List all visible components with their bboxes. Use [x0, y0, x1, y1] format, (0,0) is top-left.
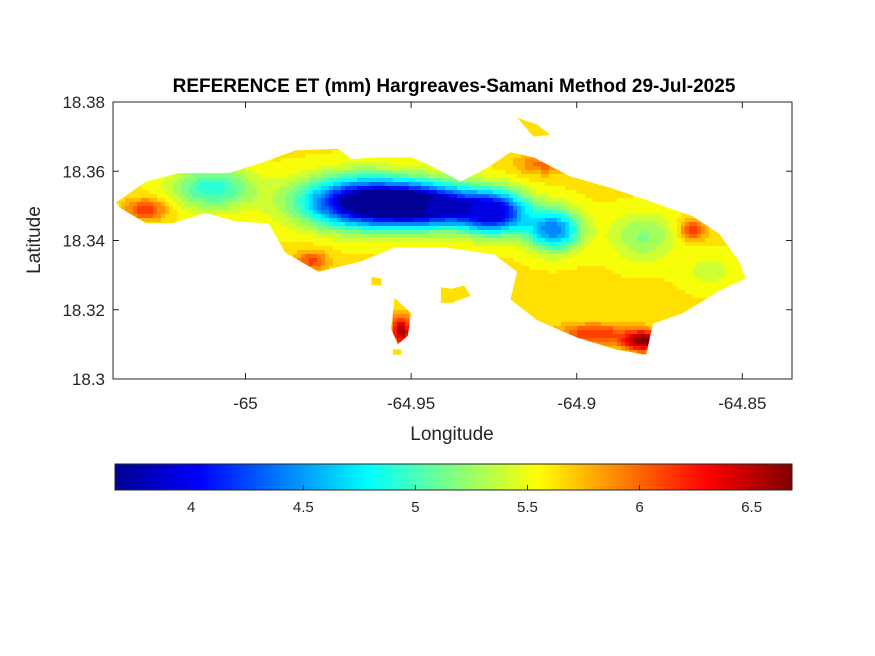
- colorbar-tick-label: 4: [187, 499, 195, 516]
- colorbar-axis: 4 4.5 5 5.5 6 6.5: [187, 485, 762, 516]
- colorbar-tick-label: 5.5: [517, 499, 538, 516]
- colorbar-tick-label: 4.5: [293, 499, 314, 516]
- colorbar: [115, 464, 792, 490]
- x-axis-title: Longitude: [410, 424, 493, 445]
- y-tick-label: 18.3: [72, 370, 105, 389]
- colorbar-frame: [114, 463, 793, 491]
- x-tick-label: -64.85: [718, 394, 766, 413]
- y-tick-label: 18.36: [62, 162, 105, 181]
- y-tick-label: 18.38: [62, 93, 105, 112]
- x-tick-label: -65: [233, 394, 258, 413]
- x-tick-label: -64.95: [387, 394, 435, 413]
- y-axis: 18.3 18.32 18.34 18.36 18.38: [62, 93, 792, 389]
- x-tick-label: -64.9: [557, 394, 596, 413]
- y-axis-title: Latitude: [24, 206, 45, 274]
- x-axis: -65 -64.95 -64.9 -64.85: [233, 102, 766, 413]
- colorbar-tick-label: 6: [635, 499, 643, 516]
- y-tick-label: 18.34: [62, 232, 105, 251]
- colorbar-tick-label: 5: [411, 499, 419, 516]
- chart-title: REFERENCE ET (mm) Hargreaves-Samani Meth…: [173, 76, 736, 97]
- colorbar-tick-label: 6.5: [741, 499, 762, 516]
- y-tick-label: 18.32: [62, 301, 105, 320]
